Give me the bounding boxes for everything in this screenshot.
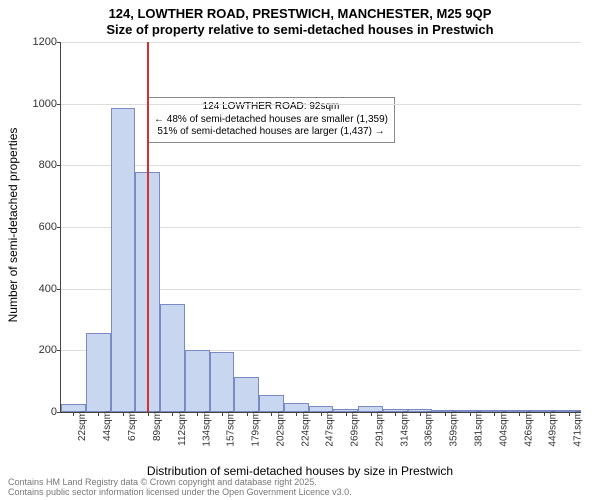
y-tick xyxy=(57,412,61,413)
x-tick xyxy=(395,412,396,416)
chart-title-sub: Size of property relative to semi-detach… xyxy=(0,22,600,37)
x-tick-label: 471sqm xyxy=(573,411,584,447)
x-tick-label: 381sqm xyxy=(474,411,485,447)
plot-area: 124 LOWTHER ROAD: 92sqm ← 48% of semi-de… xyxy=(60,42,581,413)
y-tick-label: 1000 xyxy=(17,98,57,110)
x-tick-label: 89sqm xyxy=(152,411,163,441)
x-tick-label: 134sqm xyxy=(201,411,212,447)
x-tick xyxy=(197,412,198,416)
x-tick xyxy=(98,412,99,416)
x-tick xyxy=(445,412,446,416)
x-tick xyxy=(271,412,272,416)
y-tick-label: 600 xyxy=(17,221,57,233)
y-tick xyxy=(57,165,61,166)
y-tick xyxy=(57,227,61,228)
x-tick-label: 22sqm xyxy=(77,411,88,441)
histogram-bar xyxy=(185,350,210,412)
x-tick xyxy=(123,412,124,416)
x-tick xyxy=(494,412,495,416)
x-tick-label: 404sqm xyxy=(498,411,509,447)
x-tick xyxy=(172,412,173,416)
x-tick xyxy=(73,412,74,416)
histogram-bar xyxy=(259,395,284,412)
y-tick-label: 1200 xyxy=(17,36,57,48)
histogram-bar xyxy=(111,108,136,412)
x-tick-label: 157sqm xyxy=(226,411,237,447)
x-tick-label: 426sqm xyxy=(523,411,534,447)
footer-attribution: Contains HM Land Registry data © Crown c… xyxy=(8,478,352,498)
y-tick-label: 400 xyxy=(17,283,57,295)
x-tick-label: 336sqm xyxy=(424,411,435,447)
x-tick-label: 112sqm xyxy=(176,411,187,446)
x-tick xyxy=(420,412,421,416)
x-tick xyxy=(470,412,471,416)
x-tick-label: 291sqm xyxy=(375,411,386,447)
x-tick-label: 314sqm xyxy=(399,411,410,447)
x-tick-label: 359sqm xyxy=(449,411,460,447)
x-tick xyxy=(371,412,372,416)
y-tick-label: 200 xyxy=(17,344,57,356)
x-tick xyxy=(296,412,297,416)
x-tick-label: 269sqm xyxy=(350,411,361,447)
histogram-bar xyxy=(160,304,185,412)
footer-line2: Contains public sector information licen… xyxy=(8,488,352,498)
gridline-h xyxy=(61,42,581,43)
chart-container: 124, LOWTHER ROAD, PRESTWICH, MANCHESTER… xyxy=(0,0,600,500)
info-box-line3: 51% of semi-detached houses are larger (… xyxy=(154,126,388,139)
x-tick xyxy=(148,412,149,416)
gridline-h xyxy=(61,104,581,105)
y-tick xyxy=(57,289,61,290)
x-tick-label: 224sqm xyxy=(300,411,311,447)
x-tick-label: 179sqm xyxy=(251,411,262,447)
y-tick xyxy=(57,350,61,351)
reference-line xyxy=(147,42,149,412)
x-tick-label: 67sqm xyxy=(127,411,138,441)
histogram-bar xyxy=(210,352,235,412)
histogram-bar xyxy=(86,333,111,412)
histogram-bar xyxy=(234,377,259,412)
chart-title-main: 124, LOWTHER ROAD, PRESTWICH, MANCHESTER… xyxy=(0,6,600,21)
x-tick xyxy=(222,412,223,416)
x-tick-label: 202sqm xyxy=(275,411,286,447)
y-tick-label: 800 xyxy=(17,159,57,171)
x-tick-label: 449sqm xyxy=(548,411,559,447)
x-tick xyxy=(569,412,570,416)
x-tick-label: 44sqm xyxy=(102,411,113,441)
x-tick xyxy=(544,412,545,416)
x-tick xyxy=(519,412,520,416)
x-axis-label: Distribution of semi-detached houses by … xyxy=(0,464,600,478)
x-tick-label: 247sqm xyxy=(325,411,336,447)
x-tick xyxy=(346,412,347,416)
gridline-h xyxy=(61,165,581,166)
info-box-line2: ← 48% of semi-detached houses are smalle… xyxy=(154,114,388,127)
y-tick xyxy=(57,42,61,43)
y-tick xyxy=(57,104,61,105)
y-tick-label: 0 xyxy=(17,406,57,418)
x-tick xyxy=(321,412,322,416)
x-tick xyxy=(247,412,248,416)
